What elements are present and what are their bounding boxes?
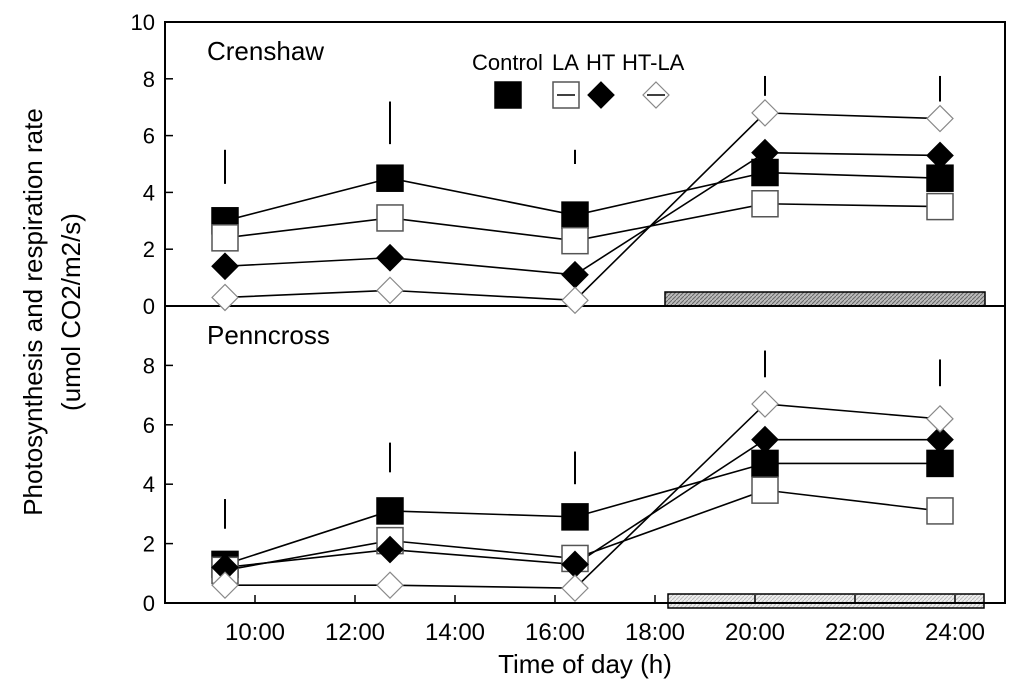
marker bbox=[561, 201, 589, 229]
marker bbox=[211, 571, 239, 600]
marker bbox=[751, 99, 779, 127]
x-tick-label: 18:00 bbox=[625, 619, 685, 646]
marker bbox=[376, 535, 404, 564]
y-tick-label: 6 bbox=[143, 124, 155, 149]
y-tick-label: 2 bbox=[143, 237, 155, 262]
x-tick-label: 20:00 bbox=[725, 619, 785, 646]
panel-title: Penncross bbox=[207, 320, 330, 350]
marker bbox=[926, 164, 954, 192]
marker bbox=[376, 497, 404, 525]
x-tick-label: 14:00 bbox=[425, 619, 485, 646]
marker bbox=[211, 252, 239, 281]
marker bbox=[211, 224, 239, 252]
night-bar bbox=[667, 593, 985, 609]
y-axis-label: Photosynthesis and respiration rate bbox=[18, 108, 48, 516]
x-axis-label: Time of day (h) bbox=[498, 649, 672, 679]
y-tick-label: 6 bbox=[143, 413, 155, 438]
marker bbox=[376, 571, 404, 600]
marker bbox=[926, 141, 954, 170]
y-tick-label: 2 bbox=[143, 532, 155, 557]
marker bbox=[926, 425, 954, 454]
marker bbox=[561, 503, 589, 531]
x-tick-label: 24:00 bbox=[925, 619, 985, 646]
marker bbox=[561, 226, 589, 255]
marker bbox=[376, 164, 404, 192]
marker bbox=[751, 476, 779, 504]
marker bbox=[376, 204, 404, 232]
marker bbox=[751, 449, 779, 478]
x-tick-label: 10:00 bbox=[225, 619, 285, 646]
night-bar bbox=[664, 291, 986, 307]
y-tick-label: 8 bbox=[143, 353, 155, 378]
x-tick-label: 12:00 bbox=[325, 619, 385, 646]
y-axis-label: (umol CO2/m2/s) bbox=[56, 213, 86, 411]
y-tick-label: 4 bbox=[143, 180, 155, 205]
marker bbox=[561, 574, 589, 602]
plot-frame bbox=[164, 21, 1006, 604]
marker bbox=[751, 390, 779, 418]
legend-label: LA bbox=[552, 50, 579, 75]
marker bbox=[376, 243, 404, 272]
marker bbox=[751, 425, 779, 454]
marker bbox=[211, 283, 239, 312]
y-tick-label: 4 bbox=[143, 472, 155, 497]
marker bbox=[926, 449, 954, 478]
marker bbox=[376, 276, 404, 305]
legend-label: HT bbox=[586, 50, 615, 75]
marker bbox=[751, 138, 779, 167]
legend-label: Control bbox=[472, 50, 543, 75]
y-tick-label: 10 bbox=[131, 10, 155, 35]
legend-label: HT-LA bbox=[622, 50, 685, 75]
marker bbox=[926, 104, 954, 133]
y-tick-label: 0 bbox=[143, 294, 155, 319]
marker bbox=[751, 190, 779, 218]
y-tick-label: 0 bbox=[143, 591, 155, 616]
marker bbox=[926, 192, 954, 221]
marker bbox=[561, 286, 589, 315]
x-tick-label: 16:00 bbox=[525, 619, 585, 646]
marker bbox=[926, 405, 954, 433]
marker bbox=[926, 497, 954, 525]
x-tick-label: 22:00 bbox=[825, 619, 885, 646]
y-tick-label: 8 bbox=[143, 67, 155, 92]
panel-title: Crenshaw bbox=[207, 36, 324, 66]
marker bbox=[561, 260, 589, 289]
